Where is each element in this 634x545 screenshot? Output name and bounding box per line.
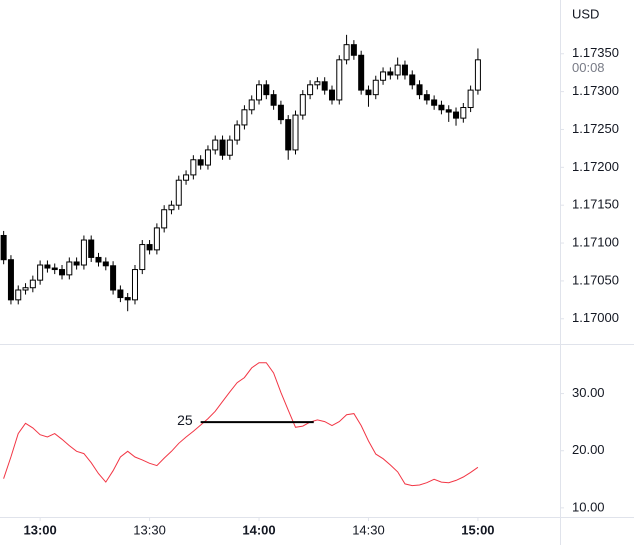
y-tick-label: 1.17300	[572, 83, 619, 98]
y-tick-label: 1.17350	[572, 45, 619, 60]
y-tick-label: 1.17200	[572, 159, 619, 174]
candle-body	[409, 74, 416, 86]
candle-body	[88, 239, 95, 258]
candle-body	[336, 59, 343, 101]
level-label: 25	[177, 412, 193, 428]
candle-body	[146, 244, 153, 251]
candle-body	[51, 267, 58, 271]
y-tick-label: 20.00	[572, 442, 605, 457]
candle-body	[44, 264, 51, 269]
candle-body	[117, 289, 124, 299]
candle-body	[299, 94, 306, 116]
x-tick-label: 13:00	[24, 522, 57, 537]
candle-body	[328, 89, 335, 101]
candle-body	[241, 109, 248, 126]
candle-body	[401, 64, 408, 76]
candle-body	[0, 234, 7, 261]
candle-body	[248, 99, 255, 111]
candle-body	[95, 256, 102, 263]
candle-body	[212, 139, 219, 151]
candle-body	[190, 159, 197, 176]
candle-body	[110, 265, 117, 291]
candle-body	[445, 109, 452, 113]
candle-body	[168, 204, 175, 211]
candle-body	[460, 107, 467, 119]
candle-body	[380, 71, 387, 81]
candle-body	[15, 289, 22, 301]
candle-body	[307, 84, 314, 96]
candle-body	[197, 159, 204, 166]
y-tick-label: 1.17150	[572, 197, 619, 212]
candle-body	[350, 44, 357, 56]
candle-body	[161, 209, 168, 229]
candle-body	[204, 149, 211, 166]
candle-body	[285, 119, 292, 151]
candle-body	[7, 259, 14, 301]
candle-body	[416, 84, 423, 96]
candle-body	[66, 261, 73, 276]
candle-body	[175, 179, 182, 206]
candle-body	[59, 269, 66, 276]
candle-body	[29, 279, 36, 289]
candle-body	[219, 139, 226, 156]
candle-body	[22, 287, 29, 291]
x-tick-label: 13:30	[133, 522, 166, 537]
currency-label: USD	[572, 6, 599, 21]
candle-body	[124, 297, 131, 301]
countdown-label: 00:08	[572, 60, 605, 75]
candle-body	[37, 264, 44, 281]
y-tick-label: 30.00	[572, 385, 605, 400]
candle-body	[431, 99, 438, 106]
candle-body	[256, 84, 263, 101]
y-tick-label: 1.17050	[572, 272, 619, 287]
candle-body	[73, 261, 80, 266]
candle-body	[372, 79, 379, 96]
x-tick-label: 15:00	[461, 522, 494, 537]
y-tick-label: 1.17000	[572, 310, 619, 325]
candle-body	[131, 269, 138, 301]
candle-body	[467, 89, 474, 109]
y-tick-label: 10.00	[572, 499, 605, 514]
x-tick-label: 14:30	[352, 522, 385, 537]
candle-body	[343, 44, 350, 61]
candle-body	[423, 94, 430, 101]
candle-body	[80, 239, 87, 266]
candle-body	[358, 54, 365, 91]
candle-body	[321, 81, 328, 91]
candle-body	[139, 244, 146, 271]
indicator-line	[3, 362, 479, 487]
y-tick-label: 1.17250	[572, 121, 619, 136]
candle-body	[438, 104, 445, 111]
candle-body	[292, 114, 299, 151]
candle-body	[183, 174, 190, 181]
candle-body	[102, 261, 109, 267]
candle-body	[226, 139, 233, 156]
y-tick-label: 1.17100	[572, 234, 619, 249]
candle-body	[365, 89, 372, 96]
candle-body	[314, 81, 321, 86]
candle-body	[474, 59, 481, 91]
candle-body	[394, 64, 401, 76]
candle-body	[153, 227, 160, 251]
x-tick-label: 14:00	[242, 522, 275, 537]
candle-body	[387, 71, 394, 76]
candle-body	[453, 111, 460, 119]
candle-body	[263, 84, 270, 96]
candle-body	[234, 124, 241, 141]
candle-body	[277, 104, 284, 121]
candle-body	[270, 94, 277, 106]
